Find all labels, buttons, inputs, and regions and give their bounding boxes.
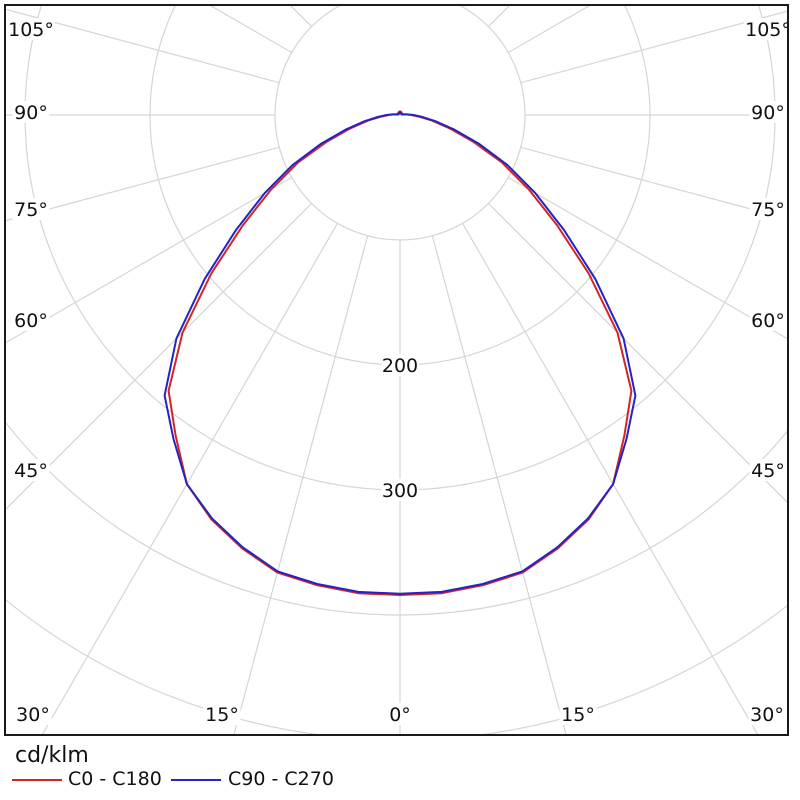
curve-c90-c270 bbox=[163, 111, 637, 595]
angle-label-left-90-halo bbox=[12, 101, 50, 123]
grid-spoke-r60 bbox=[507, 176, 788, 340]
angle-label-left-75: 75° bbox=[14, 199, 48, 221]
grid-spoke-l30 bbox=[41, 222, 339, 735]
grid-spoke-r45 bbox=[487, 202, 788, 504]
angle-label-bottom-4-halo bbox=[748, 703, 786, 725]
angle-label-bottom-0-halo bbox=[14, 703, 52, 725]
angle-label-right-90: 90° bbox=[751, 102, 785, 124]
angle-label-right-105-halo bbox=[744, 18, 792, 40]
angle-label-bottom-4: 30° bbox=[750, 704, 784, 726]
angle-label-right-90-halo bbox=[749, 101, 787, 123]
angle-label-left-75-halo bbox=[12, 198, 50, 220]
angle-label-left-90: 90° bbox=[14, 102, 48, 124]
grid-spoke-l15 bbox=[233, 235, 369, 735]
angle-label-right-60-halo bbox=[749, 309, 787, 331]
radius-label-300: 300 bbox=[382, 480, 418, 502]
unit-label: cd/klm bbox=[15, 743, 89, 768]
angle-label-left-105-halo bbox=[7, 18, 55, 40]
angle-label-left-60: 60° bbox=[14, 310, 48, 332]
legend-label-c90-c270: C90 - C270 bbox=[228, 768, 334, 790]
grid-spoke-l105 bbox=[5, 8, 280, 84]
angle-label-bottom-3-halo bbox=[559, 703, 597, 725]
angle-label-right-105: 105° bbox=[745, 19, 791, 41]
grid-spoke-l45 bbox=[5, 202, 313, 511]
grid-spoke-r105 bbox=[520, 10, 788, 84]
angle-label-right-75-halo bbox=[749, 198, 787, 220]
grid-spoke-l75 bbox=[5, 146, 280, 222]
grid-circle-100 bbox=[274, 5, 526, 241]
angle-label-left-45: 45° bbox=[14, 460, 48, 482]
radius-label-200: 200 bbox=[382, 355, 418, 377]
angle-label-bottom-1: 15° bbox=[205, 704, 239, 726]
legend-swatch-c0-c180 bbox=[12, 779, 62, 781]
angle-label-bottom-3: 15° bbox=[561, 704, 595, 726]
plot-border bbox=[4, 4, 789, 736]
angle-label-left-60-halo bbox=[12, 309, 50, 331]
angle-label-bottom-0: 30° bbox=[16, 704, 50, 726]
grid-spoke-l60 bbox=[5, 176, 293, 344]
angle-label-left-45-halo bbox=[12, 459, 50, 481]
grid-spoke-r75 bbox=[520, 146, 788, 220]
legend-label-c0-c180: C0 - C180 bbox=[68, 768, 162, 790]
angle-label-left-105: 105° bbox=[8, 19, 54, 41]
angle-label-right-45-halo bbox=[749, 459, 787, 481]
radius-label-200-halo bbox=[381, 354, 419, 376]
angle-label-right-45: 45° bbox=[751, 460, 785, 482]
grid-spoke-r30 bbox=[461, 222, 759, 735]
radius-label-300-halo bbox=[381, 479, 419, 501]
legend-swatch-c90-c270 bbox=[171, 779, 221, 781]
grid-spoke-r15 bbox=[431, 235, 567, 735]
angle-label-bottom-1-halo bbox=[203, 703, 241, 725]
angle-label-right-60: 60° bbox=[751, 310, 785, 332]
angle-label-bottom-2-halo bbox=[387, 703, 413, 725]
angle-label-right-75: 75° bbox=[751, 199, 785, 221]
angle-label-bottom-2: 0° bbox=[389, 704, 411, 726]
